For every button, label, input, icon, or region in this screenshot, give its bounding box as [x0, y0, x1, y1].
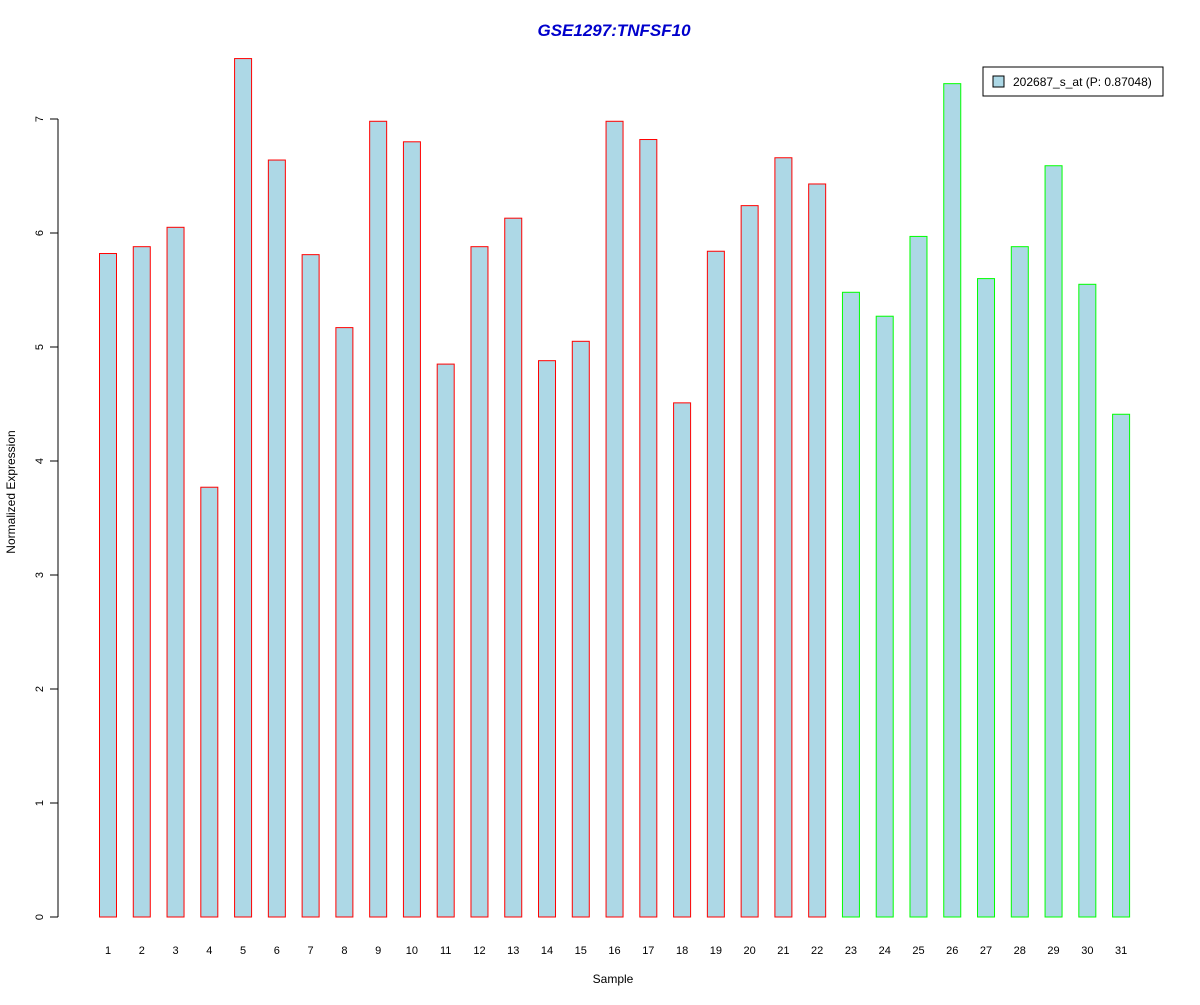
x-tick-label: 28 — [1014, 945, 1026, 957]
bar-sample-15 — [571, 340, 590, 918]
x-tick-label: 19 — [710, 945, 722, 957]
bar-sample-28 — [1010, 246, 1029, 918]
x-tick-label: 16 — [608, 945, 620, 957]
bar-sample-27 — [977, 278, 996, 918]
x-tick-label: 9 — [375, 945, 381, 957]
x-tick-label: 15 — [575, 945, 587, 957]
bar-sample-31 — [1112, 413, 1131, 918]
x-tick-label: 31 — [1115, 945, 1127, 957]
bar-sample-24 — [875, 315, 894, 918]
bar-sample-3 — [166, 226, 185, 918]
x-tick-label: 25 — [912, 945, 924, 957]
bar-sample-19 — [706, 250, 725, 918]
y-tick-label: 6 — [34, 230, 46, 236]
x-tick-label: 27 — [980, 945, 992, 957]
y-tick-label: 3 — [34, 572, 46, 578]
bar-sample-12 — [470, 246, 489, 918]
bar-sample-22 — [808, 183, 827, 918]
y-axis: 0 1 2 3 4 5 6 7 — [34, 116, 59, 920]
x-tick-label: 26 — [946, 945, 958, 957]
x-tick-label: 23 — [845, 945, 857, 957]
x-tick-label: 29 — [1047, 945, 1059, 957]
x-tick-label: 30 — [1081, 945, 1093, 957]
bar-sample-1 — [99, 253, 117, 918]
bar-sample-2 — [132, 246, 151, 918]
bar-sample-18 — [673, 402, 692, 918]
bar-sample-26 — [943, 83, 962, 918]
x-tick-label: 10 — [406, 945, 418, 957]
x-tick-label: 14 — [541, 945, 553, 957]
bar-sample-21 — [774, 157, 793, 918]
x-tick-label: 20 — [744, 945, 756, 957]
bar-sample-11 — [436, 363, 455, 918]
y-tick-label: 4 — [34, 458, 46, 464]
bar-sample-29 — [1044, 165, 1063, 918]
bar-sample-23 — [841, 291, 860, 918]
x-tick-label: 4 — [206, 945, 212, 957]
legend-box — [982, 66, 1164, 97]
x-tick-label: 1 — [105, 945, 111, 957]
bar-sample-5 — [234, 58, 253, 918]
bar-sample-9 — [369, 120, 388, 918]
x-tick-label: 12 — [473, 945, 485, 957]
bar-sample-20 — [740, 205, 759, 918]
x-tick-label: 5 — [240, 945, 246, 957]
y-tick-label: 7 — [34, 116, 46, 122]
legend-label: 202687_s_at (P: 0.87048) — [1013, 75, 1152, 89]
bar-sample-10 — [402, 141, 421, 918]
x-tick-label: 13 — [507, 945, 519, 957]
x-tick-label: 7 — [308, 945, 314, 957]
bar-sample-8 — [335, 327, 354, 918]
x-axis-title: Sample — [593, 972, 634, 986]
bar-sample-17 — [639, 139, 658, 918]
x-tick-label: 24 — [879, 945, 891, 957]
x-tick-label: 17 — [642, 945, 654, 957]
x-tick-labels: 1 2 3 4 5 6 7 8 9 10 11 12 13 14 15 16 17 18 19 20 21 22 23 24 2… — [105, 945, 1127, 957]
y-tick-label: 0 — [34, 914, 46, 920]
bar-sample-16 — [605, 120, 624, 918]
y-tick-label: 5 — [34, 344, 46, 350]
x-tick-label: 21 — [777, 945, 789, 957]
x-tick-label: 6 — [274, 945, 280, 957]
x-tick-label: 3 — [172, 945, 178, 957]
y-axis-title: Normalized Expression — [4, 430, 18, 553]
chart-title: GSE1297:TNFSF10 — [537, 21, 691, 40]
legend-swatch — [992, 75, 1005, 88]
bar-sample-13 — [504, 217, 523, 918]
x-tick-label: 11 — [440, 945, 451, 957]
x-tick-label: 2 — [139, 945, 145, 957]
bar-sample-6 — [267, 159, 286, 918]
bars-group — [99, 58, 1131, 918]
bar-sample-14 — [538, 360, 557, 918]
x-tick-label: 22 — [811, 945, 823, 957]
x-tick-label: 8 — [341, 945, 347, 957]
legend: 202687_s_at (P: 0.87048) — [982, 66, 1164, 97]
y-tick-label: 1 — [34, 800, 46, 806]
bar-sample-25 — [909, 235, 928, 918]
bar-sample-4 — [200, 486, 219, 918]
bar-sample-7 — [301, 254, 320, 918]
bar-sample-30 — [1078, 283, 1097, 918]
x-tick-label: 18 — [676, 945, 688, 957]
y-tick-label: 2 — [34, 686, 46, 692]
